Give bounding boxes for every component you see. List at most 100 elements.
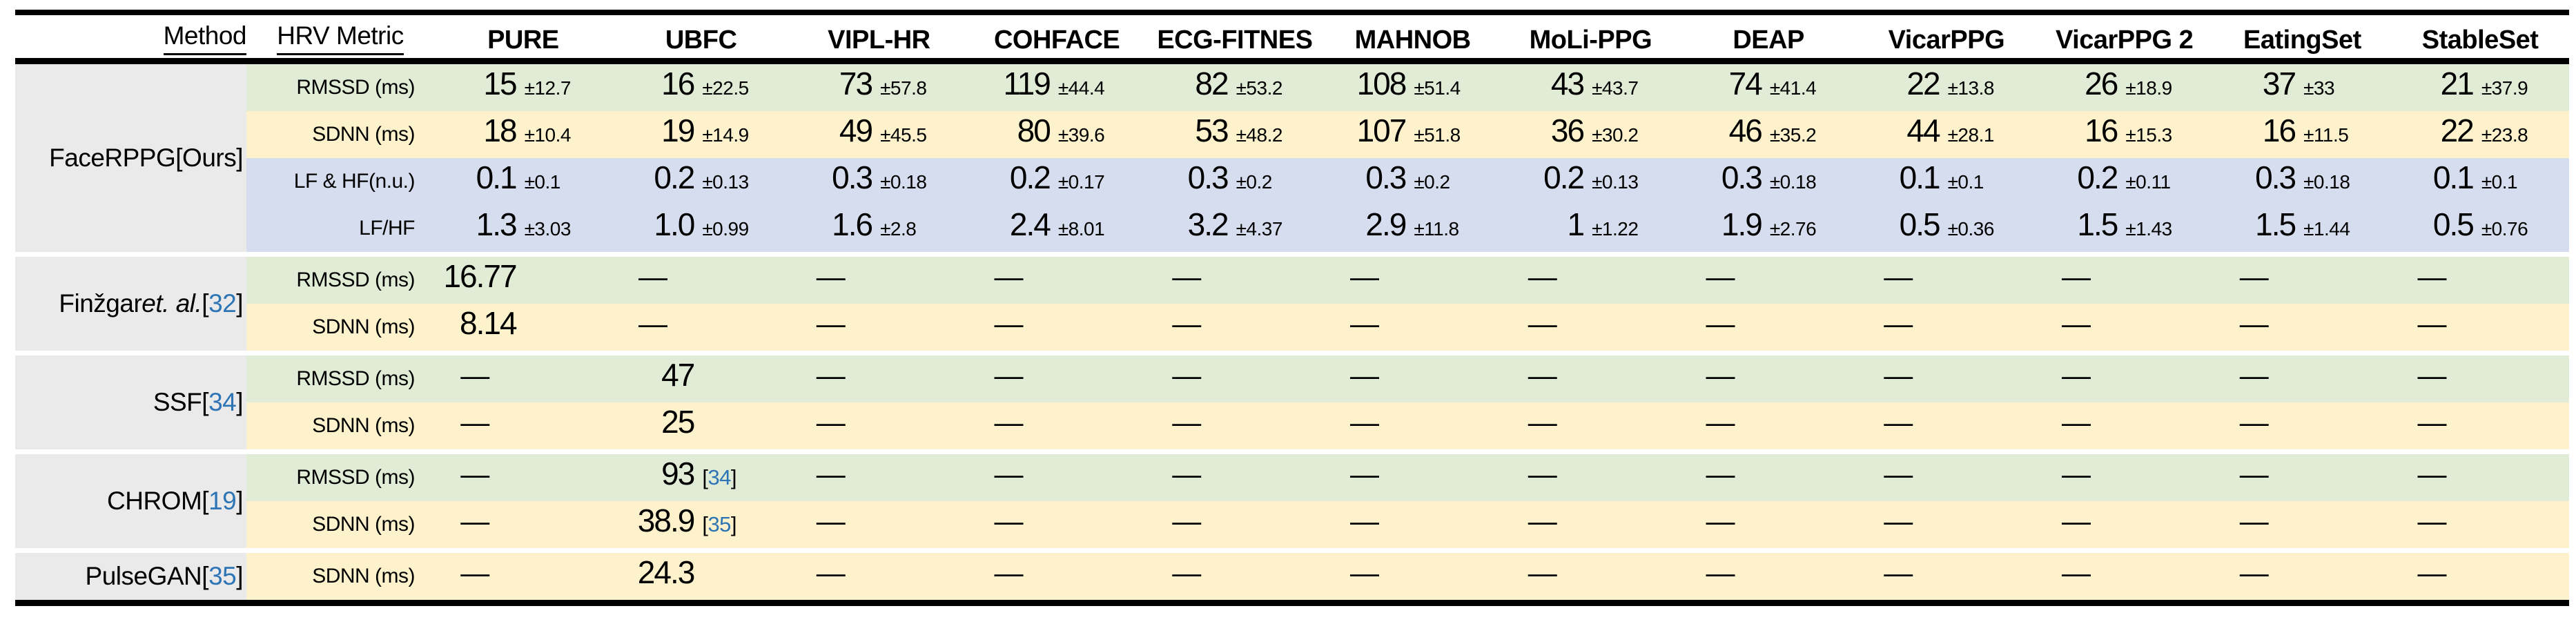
value-deviation-area: ±0.13 <box>1583 159 1679 209</box>
value-main: 0.1 <box>1899 159 1941 195</box>
value-deviation: ±0.2 <box>1414 171 1450 193</box>
value-main-area: — <box>2036 253 2118 307</box>
value-cell: — <box>2036 253 2214 307</box>
citation-bracket: [ <box>702 512 708 536</box>
value-main: 0.3 <box>1365 159 1407 195</box>
value-main-area: — <box>2391 451 2473 505</box>
no-data-dash: — <box>1350 307 1380 340</box>
no-data-dash: — <box>1172 359 1202 391</box>
column-header-dataset: PURE <box>487 26 559 55</box>
no-data-dash: — <box>460 505 490 537</box>
value-main-area: 44 <box>1857 107 1940 162</box>
value-cell: — <box>2391 399 2569 453</box>
value-cell: — <box>2391 451 2569 505</box>
value-main: 119 <box>1003 66 1051 101</box>
no-data-dash: — <box>816 505 846 537</box>
value-deviation-area: ±0.76 <box>2473 206 2569 256</box>
value-cell: 46 ±35.2 <box>1679 107 1857 162</box>
value-cell: 0.3 ±0.18 <box>1679 154 1857 209</box>
value-deviation: ±0.1 <box>2481 171 2518 193</box>
value-main: 1.0 <box>654 206 695 242</box>
value-main-area: — <box>1324 253 1406 307</box>
value-cell: 82 ±53.2 <box>1146 60 1324 115</box>
value-main: 1.5 <box>2077 206 2118 242</box>
method-name-text: ] <box>236 487 243 515</box>
value-cell: — <box>1324 549 1502 603</box>
hrv-metric-cell: SDNN (ms) <box>312 414 415 437</box>
value-main-area: 15 <box>434 60 517 115</box>
value-deviation: ±0.99 <box>702 218 749 240</box>
citation-number: 19 <box>208 487 237 515</box>
no-data-dash: — <box>994 359 1024 391</box>
no-data-dash: — <box>2062 307 2091 340</box>
value-main: 3.2 <box>1187 206 1229 242</box>
value-cell: 19 ±14.9 <box>612 107 790 162</box>
no-data-dash: — <box>1172 406 1202 438</box>
value-deviation-area: ±0.1 <box>1940 159 2036 209</box>
value-cell: — <box>968 352 1146 406</box>
value-main: 0.3 <box>1187 159 1229 195</box>
group-rows: RMSSD (ms) 16.77 — — — — — — — — — — — SDNN (ms) 8.14 —… <box>246 257 2569 351</box>
value-cell: — <box>1857 498 2036 552</box>
value-deviation-area: ±0.99 <box>694 206 790 256</box>
value-deviation-area: ±0.13 <box>694 159 790 209</box>
column-header-dataset: MAHNOB <box>1354 26 1471 55</box>
value-main: 16.77 <box>443 258 517 294</box>
value-main-area: — <box>2036 300 2118 354</box>
method-name-text: SSF <box>153 388 202 416</box>
citation-number: 32 <box>208 289 237 318</box>
value-main: 1.9 <box>1721 206 1763 242</box>
value-deviation-area: ±8.01 <box>1050 206 1146 256</box>
value-cell: — <box>1146 352 1324 406</box>
value-deviation-area: ±0.17 <box>1050 159 1146 209</box>
value-cell: 49 ±45.5 <box>790 107 968 162</box>
value-main-area: — <box>1502 300 1584 354</box>
value-main-area: — <box>2036 352 2118 406</box>
value-cell: 0.2 ±0.13 <box>1502 154 1680 209</box>
value-deviation-area: ±2.8 <box>872 206 968 256</box>
no-data-dash: — <box>2417 556 2447 589</box>
value-deviation-area: ±48.2 <box>1228 112 1324 162</box>
value-main-area: 0.5 <box>1857 201 1941 256</box>
value-deviation-area: [34] <box>694 454 790 505</box>
value-cell: 80 ±39.6 <box>968 107 1146 162</box>
table-row: SDNN (ms) — 38.9 [35] — — — — — — — — — — <box>246 501 2569 548</box>
value-main-area: 21 <box>2391 60 2475 115</box>
value-cell: 73 ±57.8 <box>790 60 968 115</box>
value-main-area: — <box>1857 451 1940 505</box>
value-main-area: — <box>1324 549 1406 603</box>
value-cell: — <box>2214 451 2392 505</box>
value-main: 0.1 <box>2432 159 2475 195</box>
value-deviation: ±2.76 <box>1769 218 1817 240</box>
no-data-dash: — <box>1884 307 1913 340</box>
value-main-area: — <box>1146 300 1228 354</box>
value-cell: — <box>2036 549 2214 603</box>
value-cell: — <box>434 451 612 505</box>
value-deviation: ±57.8 <box>880 77 927 99</box>
no-data-dash: — <box>2062 406 2091 438</box>
value-deviation: ±15.3 <box>2125 124 2172 146</box>
value-main-area: — <box>1502 498 1584 552</box>
value-deviation: ±1.44 <box>2303 218 2350 240</box>
value-cell: 16 ±22.5 <box>612 60 790 115</box>
value-cell: — <box>2391 300 2569 354</box>
hrv-metric-header-label: HRV Metric <box>277 21 404 55</box>
value-cell: 0.1 ±0.1 <box>1857 154 2036 209</box>
value-main-area: 0.1 <box>434 154 518 209</box>
value-cell: — <box>1502 451 1680 505</box>
value-main-area: — <box>968 352 1050 406</box>
table-row: SDNN (ms) — 24.3 — — — — — — — — — — <box>246 553 2569 600</box>
value-cell: 16 ±15.3 <box>2036 107 2214 162</box>
value-main-area: — <box>1146 399 1228 453</box>
value-deviation-area: ±15.3 <box>2117 112 2213 162</box>
value-cell: — <box>968 399 1146 453</box>
no-data-dash: — <box>460 359 490 391</box>
value-cell: — <box>1679 253 1857 307</box>
value-deviation: ±48.2 <box>1236 124 1283 146</box>
value-cell: 22 ±23.8 <box>2391 107 2569 162</box>
value-deviation-area: ±0.18 <box>1762 159 1857 209</box>
value-cell: — <box>1146 498 1324 552</box>
value-deviation: ±0.18 <box>2303 171 2350 193</box>
value-cell: 1.5 ±1.43 <box>2036 201 2214 256</box>
table-row: RMSSD (ms) — 93 [34] — — — — — — — — — — <box>246 454 2569 501</box>
